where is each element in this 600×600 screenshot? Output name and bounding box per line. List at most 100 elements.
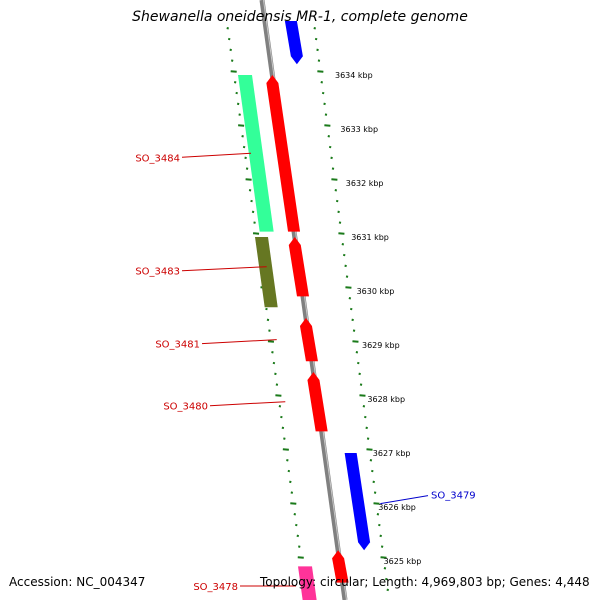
tick-mark — [313, 27, 316, 30]
tick-mark — [290, 491, 294, 494]
tick-mark — [334, 189, 338, 192]
tick-mark — [293, 513, 297, 516]
tick-mark — [348, 297, 352, 300]
tick-mark — [350, 307, 353, 311]
tick-mark — [295, 523, 298, 527]
tick-mark — [283, 437, 286, 440]
scale-label: 3632 kbp — [346, 179, 384, 188]
scale-labels: 3634 kbp 3633 kbp 3632 kbp 3631 kbp 3630 kbp… — [335, 71, 421, 566]
tick-mark — [323, 102, 326, 106]
tick-mark — [352, 340, 359, 343]
tick-mark — [271, 351, 274, 354]
tick-mark — [366, 448, 373, 451]
tick-mark — [267, 340, 275, 343]
tick-mark — [331, 167, 335, 170]
tick-mark — [345, 275, 349, 278]
tick-mark — [298, 545, 301, 548]
tick-mark — [317, 59, 321, 62]
gene-features — [266, 21, 371, 583]
scale-label: 3625 kbp — [384, 557, 422, 566]
tick-mark — [373, 502, 380, 505]
tick-mark — [373, 491, 377, 494]
tick-mark — [359, 394, 366, 397]
tick-mark — [316, 48, 319, 52]
tick-mark — [286, 459, 289, 462]
gene-label-leader — [201, 339, 277, 345]
tick-mark — [344, 264, 347, 268]
scale-label: 3629 kbp — [362, 341, 400, 350]
tick-mark — [248, 189, 252, 192]
cog-block-pink — [298, 566, 317, 600]
tick-mark — [327, 135, 331, 138]
tick-mark — [341, 243, 345, 246]
tick-mark — [238, 124, 245, 127]
tick-mark — [230, 59, 234, 62]
tick-mark — [338, 232, 345, 235]
gene-arrow[interactable] — [344, 453, 371, 551]
gene-arrow[interactable] — [288, 237, 309, 297]
tick-mark — [366, 437, 370, 440]
tick-mark — [383, 567, 387, 570]
tick-mark — [320, 81, 324, 84]
scale-label: 3634 kbp — [335, 71, 373, 80]
tick-mark — [355, 351, 359, 354]
tick-mark — [314, 37, 318, 41]
gene-arrow[interactable] — [284, 21, 303, 65]
tick-mark — [351, 318, 354, 322]
gene-label: SO_3481 — [155, 340, 200, 351]
tick-mark — [352, 329, 356, 332]
tick-mark — [330, 156, 333, 160]
tick-mark — [324, 113, 328, 116]
tick-mark — [317, 70, 324, 73]
tick-mark — [251, 210, 255, 214]
tick-mark — [245, 167, 249, 170]
tick-mark — [229, 48, 232, 52]
gene-arrow[interactable] — [266, 75, 301, 232]
gene-label: SO_3484 — [135, 153, 180, 164]
tick-mark — [359, 383, 363, 386]
tick-mark — [297, 556, 304, 559]
map-title: Shewanella oneidensis MR-1, complete gen… — [132, 9, 468, 25]
tick-mark — [290, 502, 297, 505]
tick-mark — [296, 534, 300, 538]
tick-mark — [235, 91, 238, 95]
gene-labels: SO_3484 SO_3483 SO_3481 SO_3480 SO_3479 SO_34… — [135, 152, 476, 593]
tick-mark — [265, 307, 268, 311]
tick-mark — [244, 156, 247, 160]
tick-mark — [380, 556, 387, 559]
scale-label: 3630 kbp — [357, 287, 395, 296]
scale-label: 3633 kbp — [340, 125, 378, 134]
cog-blocks — [238, 75, 317, 600]
tick-mark — [365, 426, 368, 430]
gene-label-leader — [380, 495, 429, 505]
gene-arrow[interactable] — [307, 372, 328, 432]
gene-arrow[interactable] — [299, 318, 318, 362]
tick-mark — [275, 383, 279, 386]
tick-mark — [236, 102, 240, 106]
tick-mark — [357, 361, 360, 365]
tick-mark — [378, 523, 381, 527]
tick-mark — [372, 480, 375, 484]
tick-mark — [376, 513, 380, 516]
scale-ring-ticks-right — [313, 27, 389, 592]
gene-label: SO_3479 — [431, 491, 476, 502]
tick-mark — [362, 405, 366, 408]
gene-arrow[interactable] — [332, 550, 349, 583]
tick-mark — [274, 372, 277, 376]
tick-mark — [278, 405, 282, 408]
tick-mark — [272, 361, 276, 365]
tick-mark — [338, 221, 342, 224]
tick-mark — [230, 70, 237, 73]
tick-mark — [337, 210, 340, 214]
topology-label: Topology: circular; Length: 4,969,803 bp… — [260, 575, 590, 589]
gene-label-leader — [209, 401, 286, 407]
gene-label: SO_3480 — [163, 402, 208, 413]
gene-label: SO_3483 — [135, 267, 180, 278]
tick-mark — [275, 394, 282, 397]
tick-mark — [386, 588, 389, 592]
tick-mark — [287, 469, 291, 473]
gene-label-leader — [181, 152, 252, 158]
tick-mark — [280, 415, 283, 419]
tick-mark — [238, 113, 241, 116]
